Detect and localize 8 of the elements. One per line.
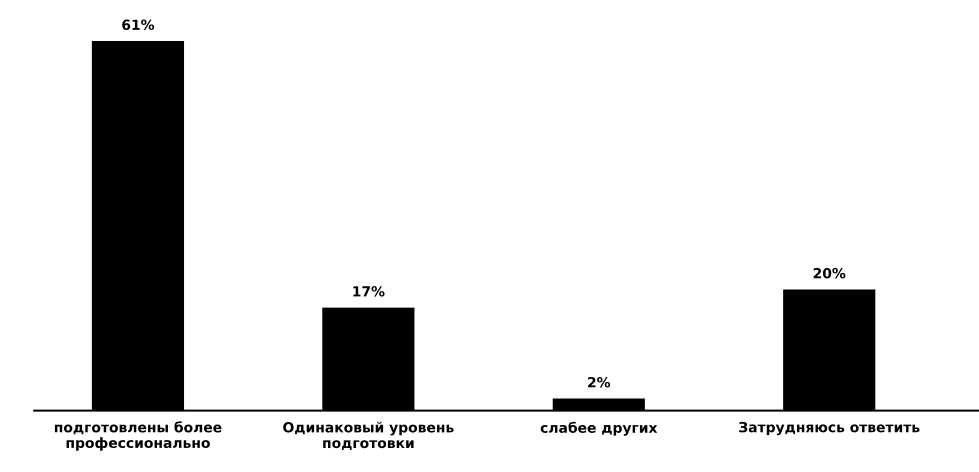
- data-label: 61%: [122, 20, 154, 30]
- x-tick-label: Одинаковый уровень подготовки: [283, 422, 454, 450]
- x-tick-label: подготовлены более профессионально: [54, 421, 222, 451]
- x-tick-label: Затрудняюсь ответить: [739, 422, 920, 436]
- data-label: 17%: [353, 286, 385, 297]
- data-label: 20%: [814, 268, 846, 278]
- x-tick-label: слабее других: [540, 422, 658, 436]
- data-label: 2%: [588, 376, 610, 388]
